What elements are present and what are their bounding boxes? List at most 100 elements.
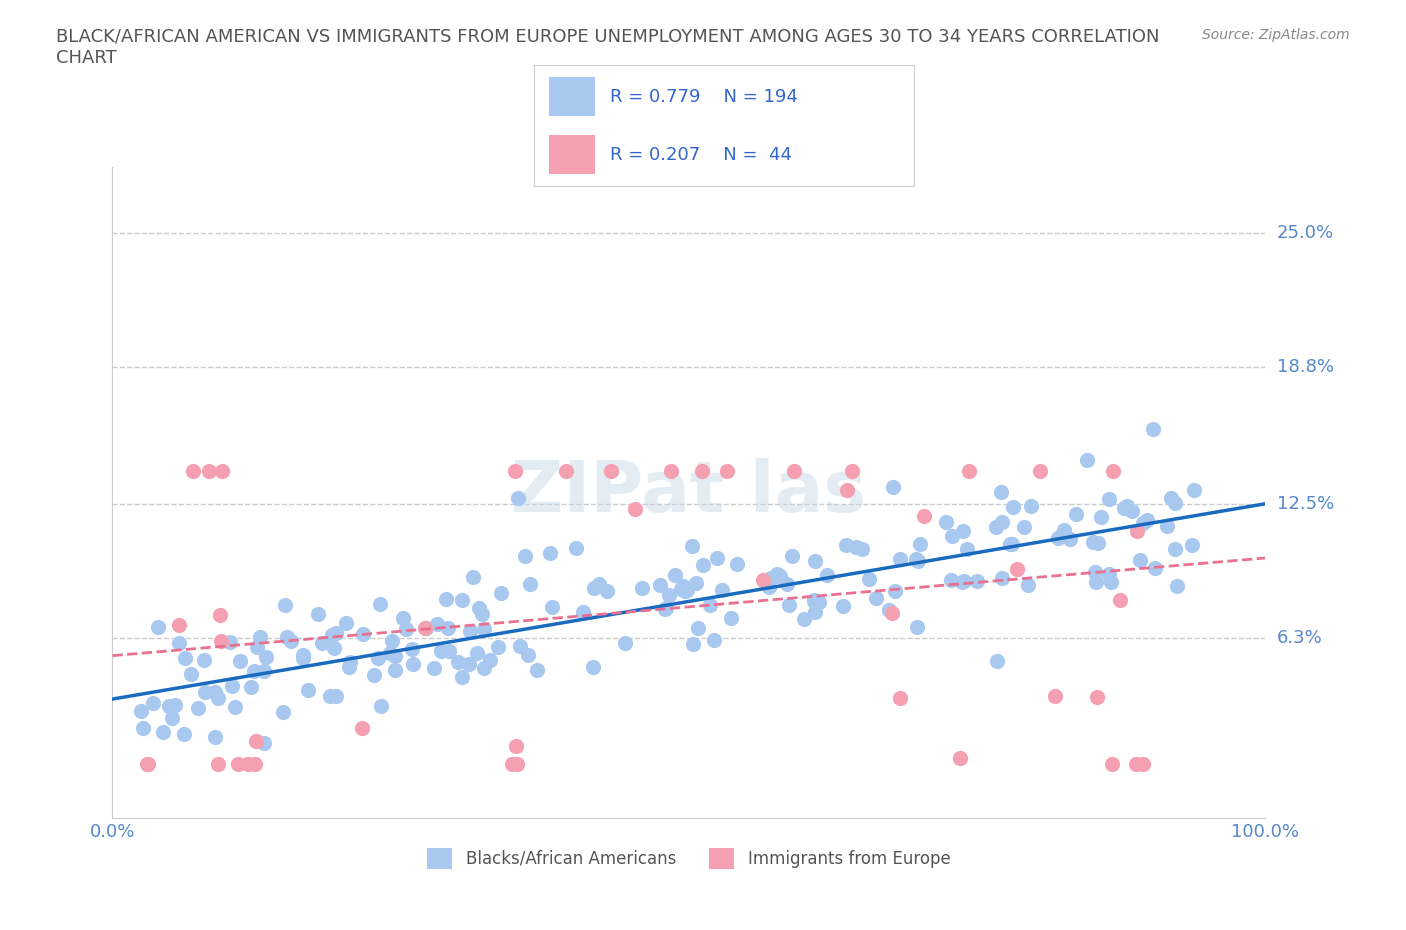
Point: [1182, 483, 1205, 498]
Point: [1108, 592, 1130, 607]
Point: [1129, 552, 1152, 567]
Point: [952, 524, 974, 538]
Point: [655, 600, 678, 615]
Point: [650, 578, 672, 592]
Point: [1064, 507, 1087, 522]
Point: [146, 619, 169, 634]
Point: [472, 621, 495, 636]
Point: [658, 588, 681, 603]
Point: [624, 502, 647, 517]
Point: [254, 649, 277, 664]
Point: [716, 464, 738, 479]
Point: [322, 641, 344, 656]
Point: [468, 601, 491, 616]
Point: [209, 634, 232, 649]
Point: [808, 594, 831, 609]
Point: [245, 734, 267, 749]
Point: [596, 583, 619, 598]
Point: [935, 515, 957, 530]
Point: [1164, 496, 1187, 511]
Point: [142, 696, 165, 711]
Point: [1005, 562, 1028, 577]
Point: [415, 620, 437, 635]
Point: [526, 662, 548, 677]
Point: [437, 643, 460, 658]
Point: [131, 703, 153, 718]
Point: [174, 651, 197, 666]
Point: [555, 464, 578, 479]
Point: [221, 679, 243, 694]
Point: [688, 620, 710, 635]
Point: [793, 612, 815, 627]
Point: [401, 642, 423, 657]
Point: [835, 538, 858, 552]
Point: [882, 480, 904, 495]
Point: [879, 603, 901, 618]
Point: [337, 659, 360, 674]
Point: [392, 611, 415, 626]
Point: [538, 546, 561, 561]
Point: [803, 604, 825, 619]
Point: [207, 757, 229, 772]
Point: [430, 644, 453, 658]
Point: [957, 464, 980, 479]
Point: [673, 583, 696, 598]
Point: [858, 571, 880, 586]
Point: [1050, 529, 1073, 544]
Point: [690, 464, 713, 479]
Point: [180, 666, 202, 681]
Point: [984, 520, 1007, 535]
Point: [519, 577, 541, 591]
Point: [489, 586, 512, 601]
Point: [394, 622, 416, 637]
Point: [883, 584, 905, 599]
Point: [851, 541, 873, 556]
Point: [1160, 491, 1182, 506]
FancyBboxPatch shape: [550, 135, 595, 174]
Point: [1143, 561, 1166, 576]
Point: [1085, 574, 1108, 589]
Point: [720, 610, 742, 625]
FancyBboxPatch shape: [550, 77, 595, 116]
Point: [1047, 531, 1070, 546]
Point: [600, 464, 623, 479]
Point: [1099, 575, 1122, 590]
Point: [1101, 757, 1123, 772]
Point: [752, 573, 775, 588]
Point: [832, 599, 855, 614]
Point: [1125, 757, 1147, 772]
Point: [194, 685, 217, 700]
Point: [458, 657, 481, 671]
Point: [297, 683, 319, 698]
Point: [1019, 498, 1042, 513]
Point: [1116, 498, 1139, 513]
Point: [319, 688, 342, 703]
Point: [1001, 499, 1024, 514]
Point: [515, 549, 537, 564]
Point: [1101, 464, 1123, 479]
Point: [415, 620, 437, 635]
Text: ZIPat las: ZIPat las: [512, 458, 866, 527]
Point: [451, 670, 474, 684]
Point: [352, 627, 374, 642]
Point: [783, 464, 806, 479]
Point: [207, 690, 229, 705]
Point: [1076, 453, 1098, 468]
Point: [664, 567, 686, 582]
Legend: Blacks/African Americans, Immigrants from Europe: Blacks/African Americans, Immigrants fro…: [420, 842, 957, 875]
Point: [224, 699, 246, 714]
Point: [912, 509, 935, 524]
Point: [889, 691, 911, 706]
Point: [271, 705, 294, 720]
Point: [582, 659, 605, 674]
Point: [1142, 422, 1164, 437]
Point: [181, 464, 204, 479]
Point: [889, 551, 911, 566]
Point: [692, 558, 714, 573]
Point: [136, 757, 159, 772]
Point: [681, 538, 703, 553]
Point: [1132, 515, 1154, 530]
Point: [434, 591, 457, 606]
Point: [905, 551, 928, 566]
Point: [211, 464, 233, 479]
